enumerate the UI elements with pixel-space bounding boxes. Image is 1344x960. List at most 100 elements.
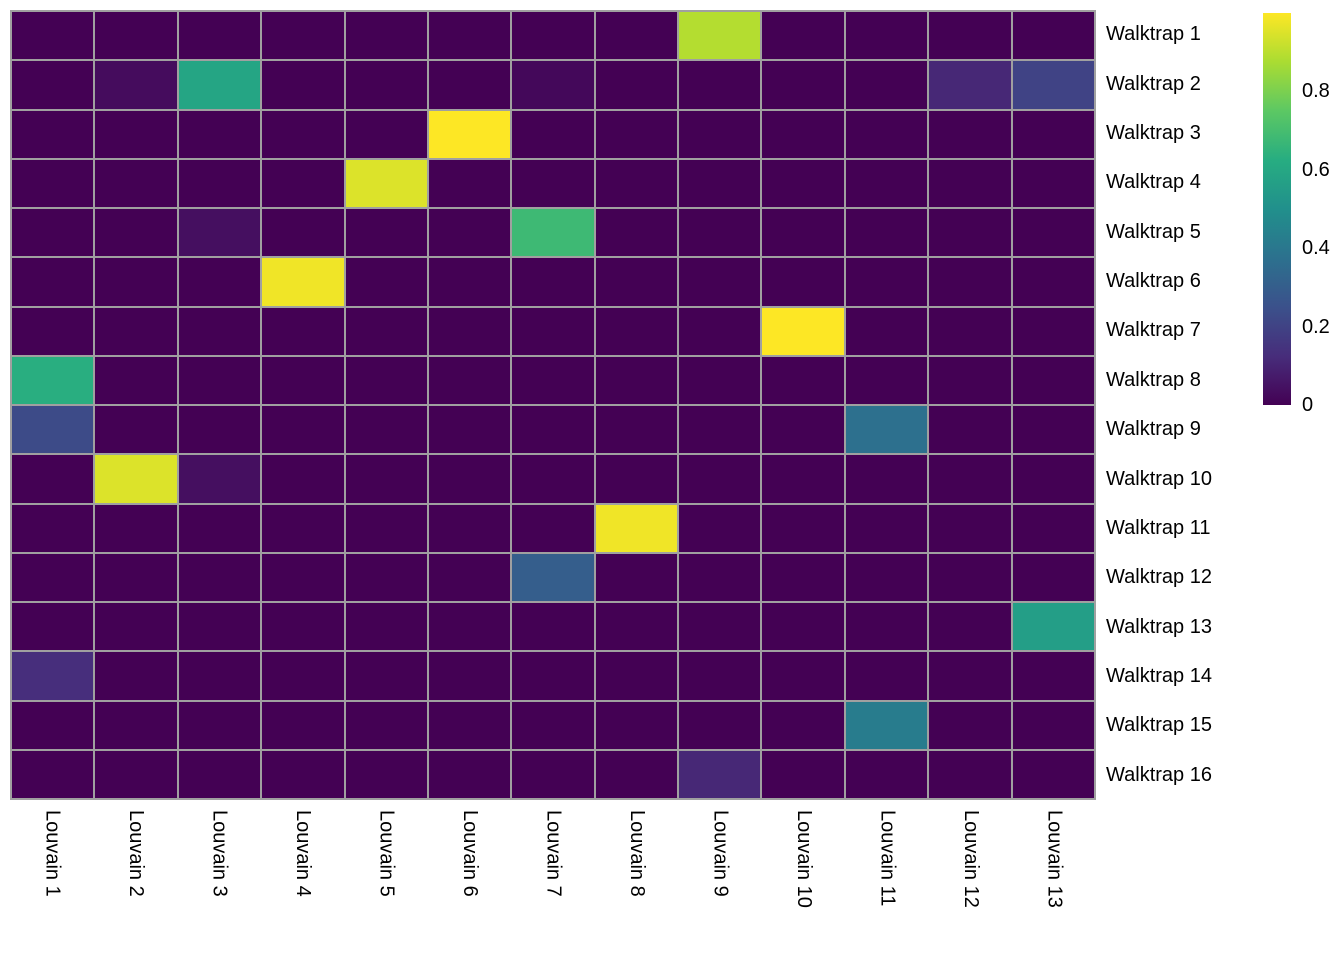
heatmap-cell <box>762 553 844 601</box>
heatmap-cell <box>262 61 344 109</box>
heatmap-cell <box>262 356 344 404</box>
heatmap-cell <box>762 159 844 207</box>
heatmap-cell <box>845 356 928 404</box>
colorbar-tick-label: 0.8 <box>1302 80 1330 103</box>
heatmap-cell <box>345 652 427 700</box>
heatmap-cell <box>595 701 678 749</box>
heatmap-cell <box>512 258 594 306</box>
heatmap-cell <box>679 307 761 355</box>
heatmap-cell <box>762 652 844 700</box>
heatmap-cell <box>178 307 261 355</box>
heatmap-cell <box>929 356 1011 404</box>
heatmap-cell <box>512 504 594 552</box>
heatmap-cell <box>12 553 94 601</box>
heatmap-cell <box>95 307 177 355</box>
heatmap-cell <box>595 159 678 207</box>
heatmap-cell <box>512 701 594 749</box>
heatmap-cell <box>679 12 761 60</box>
heatmap-cell <box>762 61 844 109</box>
heatmap-cell <box>178 406 261 454</box>
heatmap-cell <box>679 159 761 207</box>
heatmap-cell <box>595 110 678 158</box>
heatmap-cell <box>512 159 594 207</box>
heatmap-cell <box>1012 553 1094 601</box>
row-axis-labels: Walktrap 1 Walktrap 2 Walktrap 3 Walktrap 4… <box>1100 10 1260 800</box>
heatmap-cell <box>95 61 177 109</box>
heatmap-cell <box>262 406 344 454</box>
heatmap-cell <box>845 553 928 601</box>
heatmap-cell <box>679 110 761 158</box>
heatmap-cell <box>262 504 344 552</box>
heatmap-cell <box>512 209 594 257</box>
heatmap-cell <box>929 307 1011 355</box>
heatmap-cell <box>1012 258 1094 306</box>
heatmap-cell <box>512 603 594 651</box>
heatmap-cell <box>762 504 844 552</box>
heatmap-cell <box>512 307 594 355</box>
row-label: Walktrap 8 <box>1106 368 1201 391</box>
column-label-slot: Louvain 3 <box>177 804 261 954</box>
heatmap-cell <box>679 553 761 601</box>
row-label: Walktrap 16 <box>1106 763 1212 786</box>
heatmap-cell <box>762 750 844 798</box>
heatmap-cell <box>345 356 427 404</box>
heatmap-cell <box>679 504 761 552</box>
heatmap-cell <box>929 504 1011 552</box>
column-label-slot: Louvain 6 <box>428 804 512 954</box>
heatmap-cell <box>929 12 1011 60</box>
heatmap-cell <box>1012 356 1094 404</box>
heatmap-cell <box>345 258 427 306</box>
heatmap-cell <box>95 209 177 257</box>
heatmap-cell <box>428 209 511 257</box>
heatmap-cell <box>345 701 427 749</box>
heatmap-cell <box>595 61 678 109</box>
heatmap-cell <box>428 406 511 454</box>
column-label-slot: Louvain 13 <box>1012 804 1096 954</box>
heatmap-cell <box>762 12 844 60</box>
heatmap-cell <box>679 258 761 306</box>
heatmap-cell <box>12 504 94 552</box>
heatmap-cell <box>1012 12 1094 60</box>
heatmap-cell <box>929 61 1011 109</box>
heatmap-cell <box>929 159 1011 207</box>
heatmap-cell <box>595 455 678 503</box>
heatmap-cell <box>178 553 261 601</box>
heatmap-cell <box>262 209 344 257</box>
heatmap-cell <box>95 12 177 60</box>
heatmap-cell <box>262 110 344 158</box>
heatmap-cell <box>262 750 344 798</box>
heatmap-cell <box>845 209 928 257</box>
heatmap-cell <box>929 110 1011 158</box>
heatmap-cell <box>428 701 511 749</box>
heatmap-cell <box>1012 209 1094 257</box>
heatmap-cell <box>178 61 261 109</box>
colorbar-tick-label: 0.2 <box>1302 315 1330 338</box>
column-label: Louvain 4 <box>291 810 314 897</box>
column-label-slot: Louvain 4 <box>261 804 345 954</box>
row-label: Walktrap 3 <box>1106 121 1201 144</box>
heatmap-cell <box>95 356 177 404</box>
heatmap-cell <box>1012 750 1094 798</box>
row-label: Walktrap 6 <box>1106 270 1201 293</box>
heatmap-cell <box>95 750 177 798</box>
column-label: Louvain 9 <box>709 810 732 897</box>
heatmap-cell <box>595 209 678 257</box>
column-label: Louvain 1 <box>41 810 64 897</box>
heatmap-cell <box>929 406 1011 454</box>
heatmap-cell <box>12 406 94 454</box>
heatmap-cell <box>12 209 94 257</box>
column-label-slot: Louvain 5 <box>344 804 428 954</box>
row-label: Walktrap 9 <box>1106 418 1201 441</box>
row-label: Walktrap 10 <box>1106 467 1212 490</box>
heatmap-cell <box>845 406 928 454</box>
heatmap-cell <box>679 406 761 454</box>
heatmap-cell <box>1012 61 1094 109</box>
heatmap-cell <box>262 603 344 651</box>
heatmap-cell <box>428 603 511 651</box>
heatmap-cell <box>512 553 594 601</box>
heatmap-cell <box>1012 406 1094 454</box>
heatmap-cell <box>262 258 344 306</box>
heatmap-cell <box>262 553 344 601</box>
heatmap-cell <box>12 258 94 306</box>
heatmap-cell <box>345 159 427 207</box>
